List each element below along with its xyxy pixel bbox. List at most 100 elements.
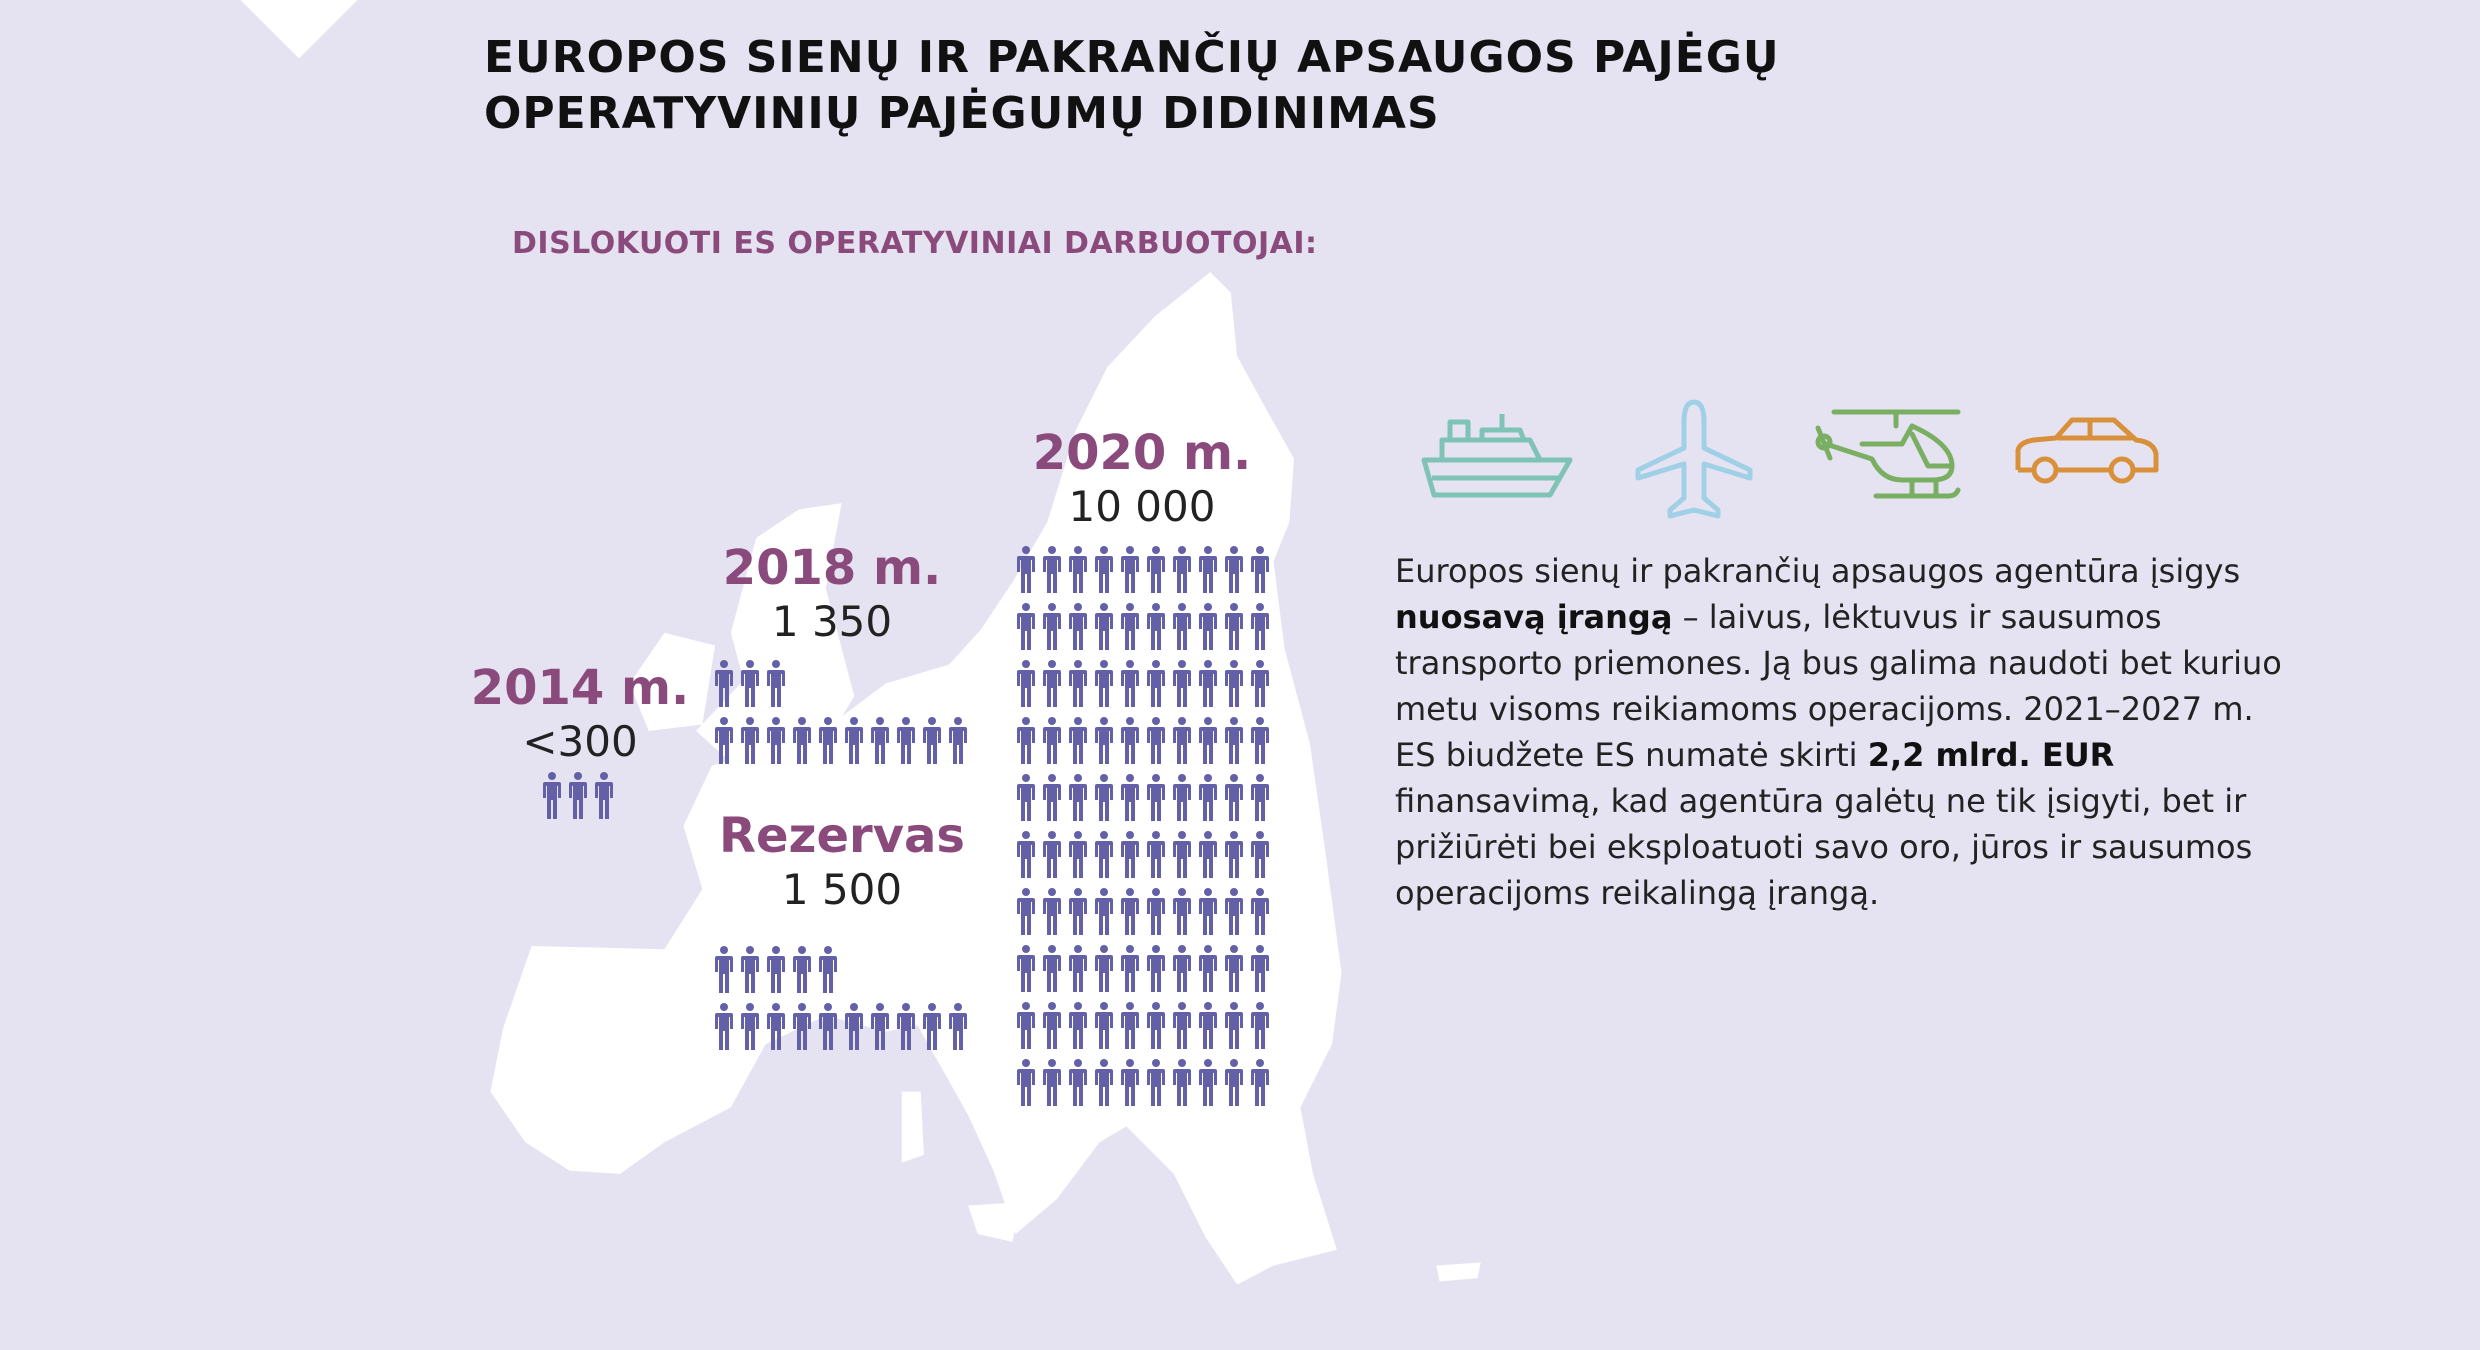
person-icon xyxy=(1199,1059,1217,1106)
sardinia xyxy=(901,1091,924,1163)
person-icon xyxy=(1251,774,1269,821)
person-icon xyxy=(1069,1059,1087,1106)
person-icon xyxy=(1069,774,1087,821)
person-icon xyxy=(1043,1059,1061,1106)
person-icon xyxy=(1251,1059,1269,1106)
person-icon xyxy=(715,1003,733,1050)
person-icon xyxy=(1199,717,1217,764)
person-icon xyxy=(1121,1059,1139,1106)
crete xyxy=(1436,1262,1481,1282)
person-icon xyxy=(1121,1002,1139,1049)
car-icon xyxy=(2015,417,2159,484)
person-icon xyxy=(1043,603,1061,650)
person-icon xyxy=(1225,774,1243,821)
person-icon xyxy=(1147,546,1165,593)
person-icon xyxy=(1251,546,1269,593)
person-icon xyxy=(1199,660,1217,707)
person-icon xyxy=(1199,546,1217,593)
person-icon xyxy=(1147,945,1165,992)
person-icon xyxy=(1173,831,1191,878)
group-value: <300 xyxy=(522,717,638,766)
person-icon xyxy=(1043,660,1061,707)
person-icon xyxy=(1017,717,1035,764)
text-bold: 2,2 mlrd. EUR xyxy=(1867,736,2115,774)
person-icon xyxy=(1095,888,1113,935)
person-icon xyxy=(1069,717,1087,764)
group-reserve: Rezervas 1 500 xyxy=(692,808,992,916)
person-icon xyxy=(1095,546,1113,593)
person-icon xyxy=(1069,1002,1087,1049)
helicopter-icon xyxy=(1815,409,1961,499)
person-icon xyxy=(793,946,811,993)
group-label: Rezervas xyxy=(719,808,965,864)
uk xyxy=(696,503,855,763)
person-icon xyxy=(1095,1002,1113,1049)
person-icon xyxy=(793,717,811,764)
person-icon xyxy=(1069,888,1087,935)
person-icon xyxy=(1121,831,1139,878)
group-label: 2020 m. xyxy=(1032,425,1252,481)
person-icon xyxy=(595,772,613,819)
person-icon xyxy=(1043,945,1061,992)
person-icon xyxy=(1251,603,1269,650)
person-icon xyxy=(1225,888,1243,935)
person-icon xyxy=(1173,603,1191,650)
person-icon xyxy=(1121,945,1139,992)
sicily xyxy=(968,1202,1021,1242)
person-icon xyxy=(1251,660,1269,707)
person-icon xyxy=(793,1003,811,1050)
person-icon xyxy=(1147,603,1165,650)
person-icon xyxy=(1225,660,1243,707)
person-icon xyxy=(1173,888,1191,935)
person-icon xyxy=(741,1003,759,1050)
person-icon xyxy=(1095,660,1113,707)
person-icon xyxy=(1251,717,1269,764)
person-icon xyxy=(1173,1059,1191,1106)
equipment-description: Europos sienų ir pakrančių apsaugos agen… xyxy=(1395,548,2295,916)
person-icon xyxy=(1017,1059,1035,1106)
person-icon xyxy=(741,717,759,764)
person-icon xyxy=(949,717,967,764)
person-icon xyxy=(1225,945,1243,992)
person-icon xyxy=(1225,717,1243,764)
person-icon xyxy=(1121,603,1139,650)
section-subtitle: DISLOKUOTI ES OPERATYVINIAI DARBUOTOJAI: xyxy=(512,226,1318,261)
person-icon xyxy=(1147,831,1165,878)
person-icon xyxy=(1017,774,1035,821)
person-icon xyxy=(1095,831,1113,878)
airplane-icon xyxy=(1635,399,1753,519)
person-icon xyxy=(1043,831,1061,878)
person-icon xyxy=(819,717,837,764)
person-icon xyxy=(1095,717,1113,764)
person-icon xyxy=(1095,603,1113,650)
person-icon xyxy=(1069,603,1087,650)
person-icon xyxy=(1199,831,1217,878)
person-icon xyxy=(897,717,915,764)
person-icon xyxy=(1017,831,1035,878)
top-corner-triangle xyxy=(240,0,358,59)
person-icon xyxy=(1251,888,1269,935)
person-icon xyxy=(1121,660,1139,707)
person-icon xyxy=(1173,774,1191,821)
person-icon xyxy=(1069,546,1087,593)
person-icon xyxy=(1199,774,1217,821)
page-title: EUROPOS SIENŲ IR PAKRANČIŲ APSAUGOS PAJĖ… xyxy=(484,32,1780,139)
person-icon xyxy=(1121,888,1139,935)
person-icon xyxy=(1147,1059,1165,1106)
person-icon xyxy=(845,1003,863,1050)
person-icon xyxy=(715,946,733,993)
group-value: 1 500 xyxy=(781,865,903,914)
person-icon xyxy=(1225,603,1243,650)
person-icon xyxy=(767,717,785,764)
person-icon xyxy=(1251,1002,1269,1049)
text-bold: nuosavą įrangą xyxy=(1395,598,1673,636)
person-icon xyxy=(1069,831,1087,878)
person-icon xyxy=(1173,1002,1191,1049)
person-icon xyxy=(1147,717,1165,764)
person-icon xyxy=(1095,774,1113,821)
person-icon xyxy=(1199,945,1217,992)
person-icon xyxy=(1017,546,1035,593)
ship-icon xyxy=(1421,414,1573,498)
person-icon xyxy=(819,946,837,993)
person-icon xyxy=(1173,717,1191,764)
